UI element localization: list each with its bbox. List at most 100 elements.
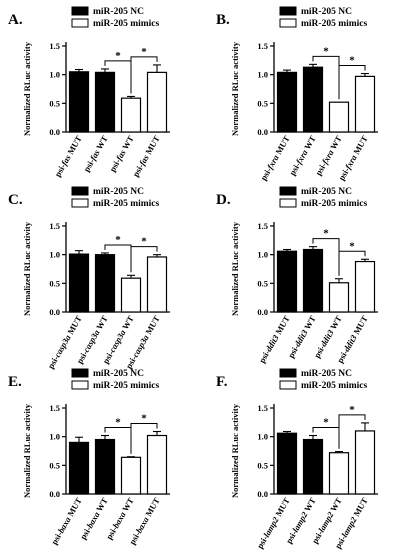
y-tick-label: 0.5	[257, 278, 268, 288]
x-tick-suffix: WT	[93, 134, 110, 153]
y-tick-label: 1.0	[49, 70, 60, 80]
bar	[68, 253, 90, 313]
bar	[302, 66, 324, 133]
significance-bracket	[338, 65, 366, 100]
x-tick-suffix: WT	[327, 314, 344, 333]
bar	[94, 71, 116, 133]
bar	[146, 71, 168, 133]
x-tick-suffix: MUT	[350, 314, 370, 338]
bar	[328, 101, 350, 133]
x-tick-suffix: WT	[301, 134, 318, 153]
legend-label: miR-205 mimics	[301, 19, 368, 29]
bar	[146, 256, 168, 313]
chart-panel-b: B. miR-205 NC miR-205 mimics Normalized RLu…	[216, 6, 378, 182]
bar	[354, 75, 376, 133]
significance-star: *	[323, 45, 329, 57]
x-tick-suffix: WT	[119, 134, 136, 153]
y-tick-label: 0.0	[257, 307, 268, 317]
x-tick-suffix: MUT	[64, 134, 84, 158]
x-tick-suffix: MUT	[272, 496, 292, 520]
significance-star: *	[141, 236, 147, 248]
significance-star: *	[115, 234, 121, 246]
bar	[328, 282, 350, 313]
x-tick-suffix: WT	[301, 496, 318, 515]
bar	[354, 430, 376, 495]
x-tick-suffix: MUT	[64, 314, 84, 338]
x-tick-suffix: WT	[119, 314, 136, 333]
legend-swatch	[279, 368, 297, 378]
panel-label: F.	[216, 374, 228, 390]
y-tick-label: 1.5	[49, 221, 60, 231]
x-tick-suffix: MUT	[350, 134, 370, 158]
legend-swatch	[71, 6, 89, 16]
x-tick-suffix: MUT	[142, 314, 162, 338]
significance-star: *	[115, 50, 121, 62]
legend-swatch	[71, 18, 89, 28]
y-tick-label: 1.0	[49, 432, 60, 442]
y-tick-label: 0.5	[49, 460, 60, 470]
x-tick-suffix: WT	[327, 496, 344, 515]
bar	[354, 260, 376, 313]
y-tick-label: 1.5	[49, 41, 60, 51]
legend-label: miR-205 NC	[301, 187, 352, 197]
chart-panel-e: E. miR-205 NC miR-205 mimics Normalized RLu…	[8, 368, 170, 546]
panel-label: D.	[216, 192, 231, 208]
significance-star: *	[349, 240, 355, 252]
x-tick-suffix: WT	[327, 134, 344, 153]
y-tick-label: 1.0	[257, 70, 268, 80]
panel-label: A.	[8, 12, 23, 28]
legend-swatch	[71, 380, 89, 390]
y-axis-label: Normalized RLuc activity	[230, 221, 240, 316]
legend-swatch	[279, 198, 297, 208]
legend-label: miR-205 mimics	[93, 19, 160, 29]
x-tick-label: psi-fas MUT	[52, 134, 84, 179]
significance-star: *	[141, 413, 147, 425]
y-tick-label: 1.0	[49, 250, 60, 260]
bar	[328, 452, 350, 495]
significance-star: *	[323, 228, 329, 240]
bar	[276, 71, 298, 133]
y-tick-label: 1.5	[49, 403, 60, 413]
bar	[120, 277, 142, 313]
y-tick-label: 0.0	[49, 127, 60, 137]
legend-swatch	[71, 186, 89, 196]
legend-swatch	[279, 380, 297, 390]
bar	[276, 432, 298, 495]
legend-label: miR-205 NC	[93, 187, 144, 197]
significance-bracket	[338, 250, 366, 276]
y-tick-label: 0.5	[257, 460, 268, 470]
y-tick-label: 1.5	[257, 41, 268, 51]
legend-swatch	[279, 186, 297, 196]
x-tick-label: psi-fxra MUT	[258, 134, 292, 182]
y-tick-label: 1.5	[257, 403, 268, 413]
bar	[302, 248, 324, 313]
significance-star: *	[115, 417, 121, 429]
panel-label: B.	[216, 12, 230, 28]
chart-panel-a: A. miR-205 NC miR-205 mimics Normalized RLu…	[8, 6, 170, 179]
bar	[146, 434, 168, 495]
panel-label: C.	[8, 192, 23, 208]
significance-bracket	[338, 414, 366, 449]
significance-bracket	[130, 423, 158, 454]
significance-bracket	[130, 246, 158, 273]
legend-swatch	[279, 6, 297, 16]
y-tick-label: 0.0	[49, 489, 60, 499]
y-tick-label: 0.5	[257, 98, 268, 108]
chart-panel-c: C. miR-205 NC miR-205 mimics Normalized RLu…	[8, 186, 170, 370]
y-tick-label: 0.0	[257, 489, 268, 499]
x-tick-label: psi-ddit3 MUT	[257, 314, 292, 365]
legend-label: miR-205 mimics	[301, 199, 368, 209]
y-axis-label: Normalized RLuc activity	[230, 41, 240, 136]
y-tick-label: 0.0	[49, 307, 60, 317]
significance-star: *	[349, 55, 355, 67]
y-axis-label: Normalized RLuc activity	[230, 403, 240, 498]
y-axis-label: Normalized RLuc activity	[22, 221, 32, 316]
chart-panel-f: F. miR-205 NC miR-205 mimics Normalized RLu…	[216, 368, 378, 550]
x-tick-suffix: WT	[93, 496, 110, 515]
x-tick-label: psi-fas WT	[107, 134, 136, 174]
x-tick-label: psi-fas WT	[81, 134, 110, 174]
x-tick-suffix: MUT	[142, 134, 162, 158]
y-tick-label: 0.5	[49, 98, 60, 108]
significance-star: *	[323, 417, 329, 429]
